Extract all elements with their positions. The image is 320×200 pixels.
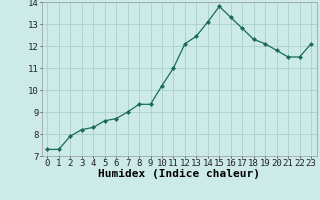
X-axis label: Humidex (Indice chaleur): Humidex (Indice chaleur) <box>98 169 260 179</box>
